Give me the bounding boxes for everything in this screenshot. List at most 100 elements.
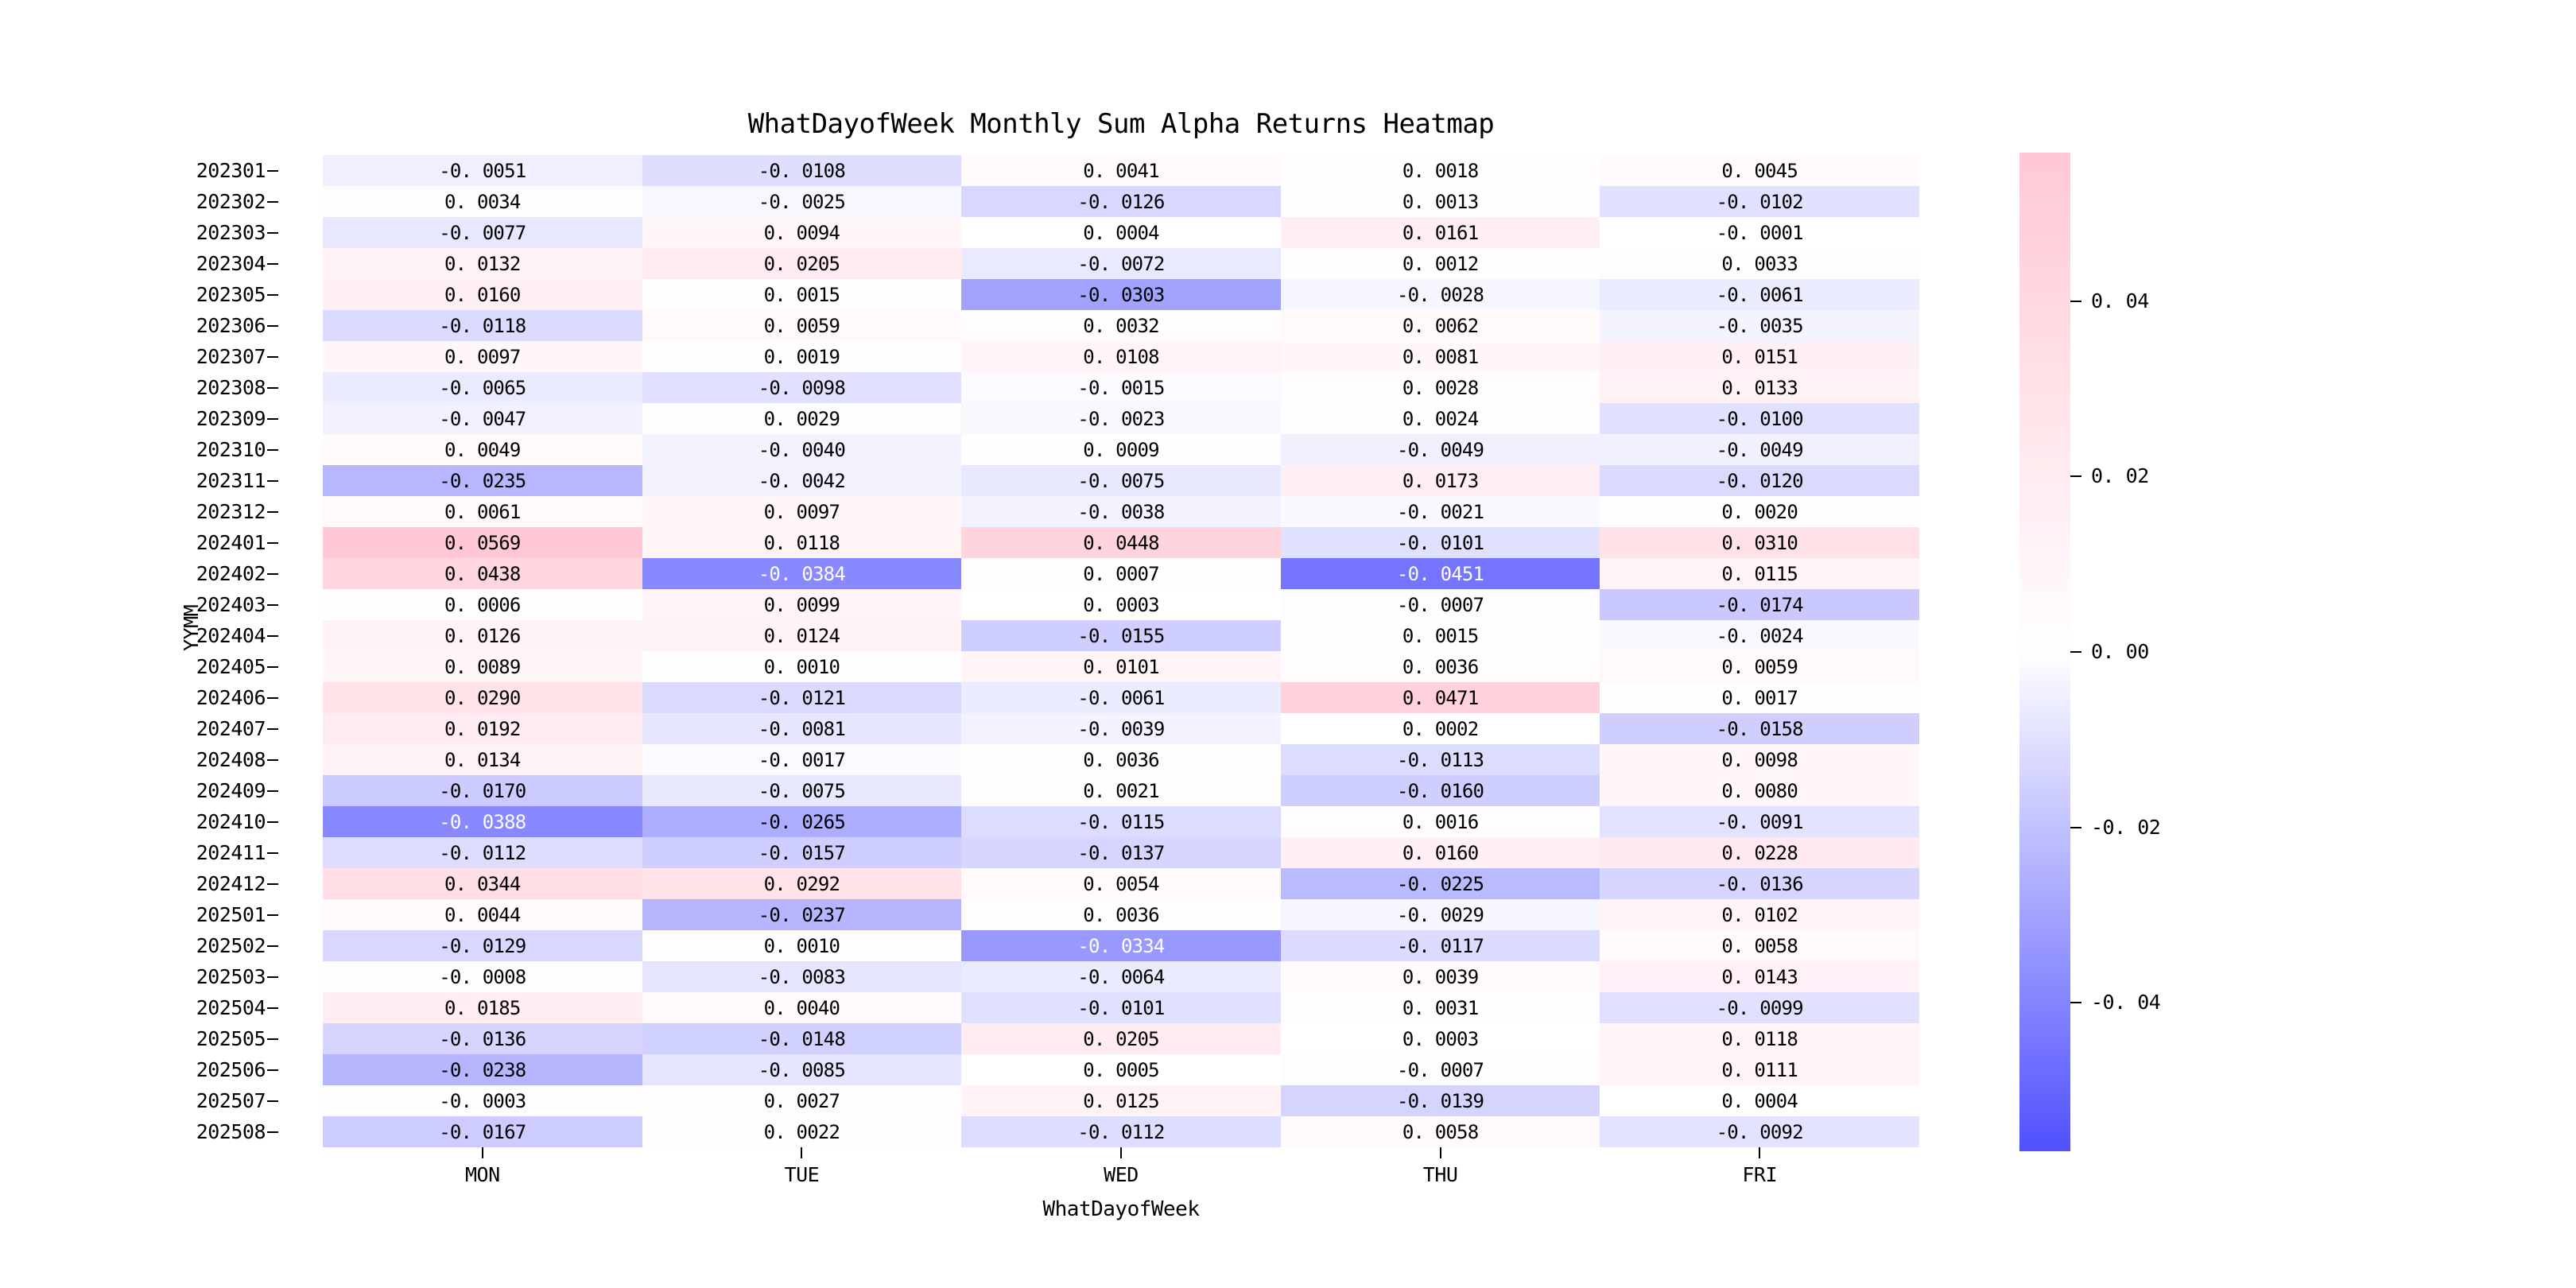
heatmap-cell[interactable]: -0. 0077: [323, 217, 642, 248]
heatmap-cell[interactable]: 0. 0134: [323, 744, 642, 775]
heatmap-cell[interactable]: -0. 0137: [961, 837, 1281, 868]
heatmap-cell[interactable]: -0. 0061: [1600, 279, 1919, 310]
heatmap-cell[interactable]: -0. 0099: [1600, 992, 1919, 1023]
heatmap-cell[interactable]: -0. 0049: [1280, 434, 1600, 465]
heatmap-cell[interactable]: 0. 0003: [1280, 1023, 1600, 1054]
heatmap-cell[interactable]: -0. 0160: [1280, 775, 1600, 806]
heatmap-cell[interactable]: 0. 0059: [1600, 651, 1919, 682]
heatmap-cell[interactable]: -0. 0075: [961, 465, 1281, 496]
colorbar[interactable]: 0. 04 0. 02 0. 00 -0. 02 -0. 04: [2019, 153, 2161, 1151]
heatmap-cell[interactable]: -0. 0028: [1280, 279, 1600, 310]
heatmap-cell[interactable]: 0. 0006: [323, 589, 642, 620]
heatmap-cell[interactable]: 0. 0101: [961, 651, 1281, 682]
heatmap-cell[interactable]: 0. 0173: [1280, 465, 1600, 496]
heatmap-cell[interactable]: 0. 0018: [1280, 155, 1600, 186]
heatmap-cell[interactable]: -0. 0170: [323, 775, 642, 806]
heatmap-cell[interactable]: -0. 0303: [961, 279, 1281, 310]
heatmap-cell[interactable]: 0. 0045: [1600, 155, 1919, 186]
heatmap-cell[interactable]: -0. 0136: [1600, 868, 1919, 899]
heatmap-cell[interactable]: -0. 0047: [323, 403, 642, 434]
heatmap-cell[interactable]: 0. 0021: [961, 775, 1281, 806]
heatmap-cell[interactable]: 0. 0097: [323, 341, 642, 372]
heatmap-cell[interactable]: 0. 0118: [1600, 1023, 1919, 1054]
heatmap-cell[interactable]: -0. 0017: [642, 744, 962, 775]
heatmap-cell[interactable]: 0. 0036: [961, 744, 1281, 775]
heatmap-cell[interactable]: 0. 0471: [1280, 682, 1600, 713]
heatmap-cell[interactable]: -0. 0238: [323, 1054, 642, 1085]
heatmap-cell[interactable]: -0. 0113: [1280, 744, 1600, 775]
heatmap-cell[interactable]: -0. 0029: [1280, 899, 1600, 930]
heatmap-cell[interactable]: -0. 0023: [961, 403, 1281, 434]
heatmap-cell[interactable]: 0. 0031: [1280, 992, 1600, 1023]
heatmap-cell[interactable]: 0. 0118: [642, 527, 962, 558]
heatmap-cell[interactable]: -0. 0091: [1600, 806, 1919, 837]
heatmap-cell[interactable]: 0. 0310: [1600, 527, 1919, 558]
heatmap-cell[interactable]: 0. 0569: [323, 527, 642, 558]
heatmap-cell[interactable]: -0. 0101: [1280, 527, 1600, 558]
heatmap-cell[interactable]: -0. 0101: [961, 992, 1281, 1023]
heatmap-cell[interactable]: 0. 0058: [1280, 1116, 1600, 1147]
heatmap-cell[interactable]: 0. 0032: [961, 310, 1281, 341]
heatmap-plot-area[interactable]: -0. 0051 -0. 0108 0. 0041 0. 0018 0. 0045 0. …: [323, 155, 1919, 1147]
heatmap-cell[interactable]: 0. 0029: [642, 403, 962, 434]
heatmap-cell[interactable]: 0. 0040: [642, 992, 962, 1023]
heatmap-cell[interactable]: -0. 0072: [961, 248, 1281, 279]
heatmap-cell[interactable]: -0. 0007: [1280, 1054, 1600, 1085]
heatmap-cell[interactable]: 0. 0062: [1280, 310, 1600, 341]
heatmap-cell[interactable]: -0. 0136: [323, 1023, 642, 1054]
heatmap-cell[interactable]: 0. 0061: [323, 496, 642, 527]
heatmap-cell[interactable]: -0. 0049: [1600, 434, 1919, 465]
heatmap-cell[interactable]: 0. 0151: [1600, 341, 1919, 372]
heatmap-cell[interactable]: 0. 0448: [961, 527, 1281, 558]
heatmap-cell[interactable]: 0. 0010: [642, 651, 962, 682]
heatmap-cell[interactable]: -0. 0139: [1280, 1085, 1600, 1116]
heatmap-cell[interactable]: -0. 0039: [961, 713, 1281, 744]
heatmap-cell[interactable]: 0. 0161: [1280, 217, 1600, 248]
heatmap-cell[interactable]: -0. 0388: [323, 806, 642, 837]
heatmap-cell[interactable]: 0. 0344: [323, 868, 642, 899]
heatmap-cell[interactable]: 0. 0192: [323, 713, 642, 744]
heatmap-cell[interactable]: -0. 0035: [1600, 310, 1919, 341]
heatmap-cell[interactable]: 0. 0089: [323, 651, 642, 682]
heatmap-cell[interactable]: 0. 0044: [323, 899, 642, 930]
heatmap-cell[interactable]: -0. 0112: [323, 837, 642, 868]
heatmap-cell[interactable]: -0. 0265: [642, 806, 962, 837]
heatmap-cell[interactable]: 0. 0133: [1600, 372, 1919, 403]
heatmap-cell[interactable]: -0. 0038: [961, 496, 1281, 527]
heatmap-cell[interactable]: 0. 0005: [961, 1054, 1281, 1085]
heatmap-cell[interactable]: 0. 0027: [642, 1085, 962, 1116]
heatmap-cell[interactable]: -0. 0003: [323, 1085, 642, 1116]
heatmap-cell[interactable]: -0. 0102: [1600, 186, 1919, 217]
heatmap-cell[interactable]: 0. 0108: [961, 341, 1281, 372]
heatmap-cell[interactable]: 0. 0034: [323, 186, 642, 217]
heatmap-cell[interactable]: 0. 0028: [1280, 372, 1600, 403]
heatmap-cell[interactable]: 0. 0004: [1600, 1085, 1919, 1116]
heatmap-cell[interactable]: 0. 0017: [1600, 682, 1919, 713]
heatmap-cell[interactable]: -0. 0025: [642, 186, 962, 217]
heatmap-cell[interactable]: 0. 0012: [1280, 248, 1600, 279]
heatmap-cell[interactable]: -0. 0007: [1280, 589, 1600, 620]
heatmap-cell[interactable]: 0. 0292: [642, 868, 962, 899]
heatmap-cell[interactable]: -0. 0085: [642, 1054, 962, 1085]
heatmap-cell[interactable]: 0. 0205: [642, 248, 962, 279]
heatmap-cell[interactable]: -0. 0121: [642, 682, 962, 713]
heatmap-cell[interactable]: -0. 0174: [1600, 589, 1919, 620]
heatmap-cell[interactable]: 0. 0097: [642, 496, 962, 527]
heatmap-cell[interactable]: -0. 0120: [1600, 465, 1919, 496]
heatmap-cell[interactable]: -0. 0384: [642, 558, 962, 589]
heatmap-cell[interactable]: 0. 0098: [1600, 744, 1919, 775]
heatmap-cell[interactable]: -0. 0001: [1600, 217, 1919, 248]
heatmap-cell[interactable]: -0. 0065: [323, 372, 642, 403]
heatmap-cell[interactable]: 0. 0111: [1600, 1054, 1919, 1085]
heatmap-cell[interactable]: -0. 0167: [323, 1116, 642, 1147]
heatmap-cell[interactable]: 0. 0033: [1600, 248, 1919, 279]
heatmap-cell[interactable]: -0. 0108: [642, 155, 962, 186]
heatmap-cell[interactable]: -0. 0451: [1280, 558, 1600, 589]
heatmap-cell[interactable]: -0. 0092: [1600, 1116, 1919, 1147]
heatmap-cell[interactable]: 0. 0132: [323, 248, 642, 279]
heatmap-cell[interactable]: 0. 0039: [1280, 961, 1600, 992]
heatmap-cell[interactable]: -0. 0051: [323, 155, 642, 186]
heatmap-cell[interactable]: 0. 0009: [961, 434, 1281, 465]
heatmap-cell[interactable]: 0. 0115: [1600, 558, 1919, 589]
heatmap-cell[interactable]: -0. 0075: [642, 775, 962, 806]
